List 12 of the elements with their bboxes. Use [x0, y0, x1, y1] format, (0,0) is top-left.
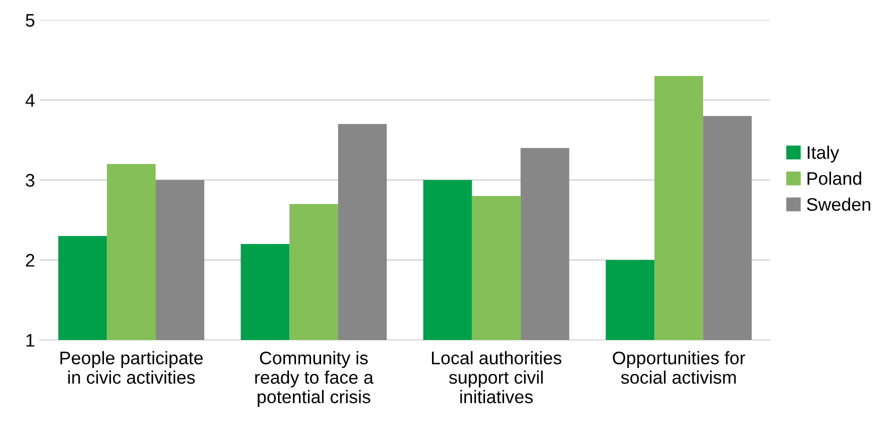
- legend-label: Sweden: [806, 198, 870, 211]
- x-tick-label: Local authorities support civil initiatives: [432, 351, 562, 404]
- y-tick-label: 4: [26, 94, 35, 107]
- y-tick-label: 2: [26, 254, 34, 267]
- legend-label: Poland: [808, 172, 862, 185]
- legend-label: Italy: [808, 146, 840, 163]
- x-tick-label: Community is ready to face a potential crisis: [255, 351, 374, 407]
- y-tick-label: 5: [26, 14, 34, 27]
- y-tick-label: 3: [26, 174, 34, 187]
- y-tick-label: 1: [26, 334, 34, 347]
- x-tick-label: Opportunities for social activism: [612, 351, 746, 384]
- x-tick-label: People participate in civic activities: [60, 351, 203, 384]
